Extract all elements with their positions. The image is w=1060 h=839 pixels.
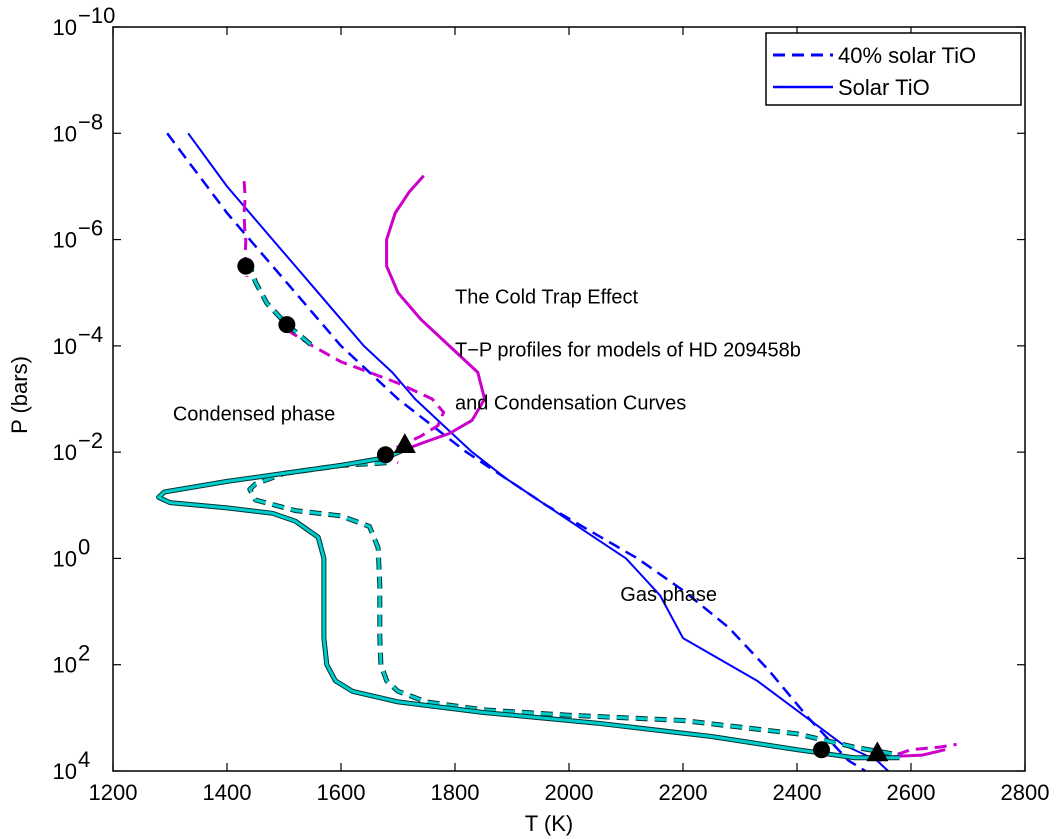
circle-marker (813, 741, 831, 759)
x-tick-label: 1800 (431, 780, 480, 805)
legend: 40% solar TiO Solar TiO (765, 32, 1022, 106)
x-tick-label: 2600 (887, 780, 936, 805)
annotation-text: T−P profiles for models of HD 209458b (455, 339, 801, 361)
series-line (166, 132, 867, 773)
annotation-text: and Condensation Curves (455, 393, 686, 415)
series-line (879, 742, 957, 762)
y-axis-title: P (bars) (7, 356, 32, 434)
y-tick-exponent: −2 (78, 428, 103, 453)
y-tick-exponent: 0 (78, 534, 90, 559)
x-tick-label: 1200 (89, 780, 138, 805)
y-tick-exponent: −10 (78, 3, 115, 28)
x-tick-label: 1600 (317, 780, 366, 805)
x-axis-title: T (K) (525, 811, 573, 836)
annotations: The Cold Trap Effect T−P profiles for mod… (173, 286, 801, 606)
y-tick-label: 10 (53, 334, 77, 359)
y-tick-label: 10 (53, 228, 77, 253)
triangle-marker (866, 741, 889, 762)
y-tick-exponent: 2 (78, 641, 90, 666)
series-line (157, 448, 900, 760)
y-tick-label: 10 (53, 759, 77, 784)
legend-box (765, 32, 1022, 106)
legend-label-solid: Solar TiO (838, 75, 930, 100)
series-line (248, 461, 900, 757)
x-tick-label: 2200 (659, 780, 708, 805)
circle-marker (376, 446, 394, 464)
x-tick-label: 1400 (203, 780, 252, 805)
annotation-text: The Cold Trap Effect (455, 286, 639, 308)
legend-label-dashed: 40% solar TiO (838, 43, 976, 68)
circle-marker (278, 316, 296, 334)
series-line (246, 260, 314, 348)
y-tick-exponent: −8 (78, 109, 103, 134)
annotation-text: Gas phase (620, 584, 717, 606)
y-tick-label: 10 (53, 653, 77, 678)
y-tick-exponent: 4 (78, 747, 90, 772)
triangle-marker (393, 433, 416, 453)
x-tick-label: 2400 (773, 780, 822, 805)
series-line (187, 132, 889, 772)
plot-area (113, 27, 1025, 771)
y-tick-label: 10 (53, 440, 77, 465)
x-tick-label: 2000 (545, 780, 594, 805)
x-tick-label: 2800 (1001, 780, 1050, 805)
point-markers (237, 257, 889, 762)
annotation-text: Condensed phase (173, 403, 335, 425)
y-tick-label: 10 (53, 121, 77, 146)
y-tick-label: 10 (53, 546, 77, 571)
series-lines (156, 132, 957, 773)
series-line (385, 174, 487, 451)
y-tick-exponent: −6 (78, 216, 103, 241)
y-tick-exponent: −4 (78, 322, 103, 347)
circle-marker (237, 257, 255, 275)
series-line (286, 328, 446, 465)
y-tick-label: 10 (53, 15, 77, 40)
